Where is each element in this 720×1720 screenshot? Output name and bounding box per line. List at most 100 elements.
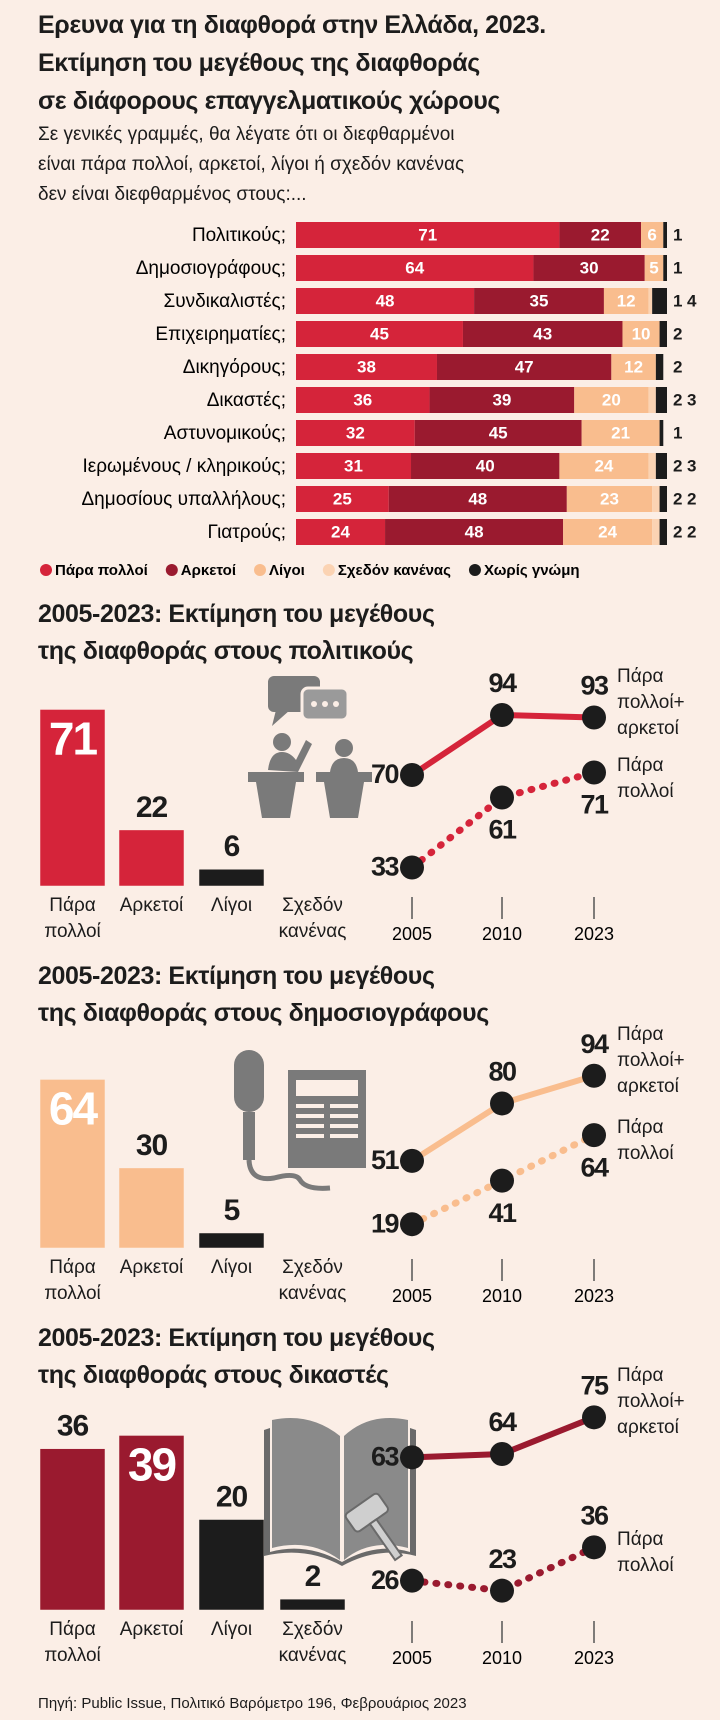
value-label: 20 (602, 390, 621, 409)
category-label: Δημοσίους υπαλλήλους; (81, 489, 286, 510)
value-label: 31 (344, 456, 363, 475)
icon-politicians (248, 676, 372, 818)
value-label: 2 (673, 324, 682, 343)
value-label: 64 (405, 258, 424, 277)
bar-segment (296, 354, 437, 380)
x-tick-label: 2023 (574, 1286, 614, 1306)
x-tick-label: Λίγοι (210, 895, 253, 916)
value-label: 2 (673, 522, 682, 541)
x-tick-label: Αρκετοί (119, 895, 184, 916)
legend-marker (254, 564, 266, 576)
value-label: 5 (649, 258, 658, 277)
point-label: 26 (371, 1565, 400, 1595)
category-label: Δημοσιογράφους; (136, 258, 286, 279)
point-label: 94 (580, 1029, 609, 1059)
bar (199, 1519, 264, 1610)
point-label: 70 (371, 759, 399, 789)
legend-label: Σχεδόν κανένας (338, 562, 451, 579)
x-tick-label: Σχεδόν κανένας (278, 1619, 347, 1666)
value-label: 12 (624, 357, 643, 376)
value-label: 71 (418, 225, 437, 244)
bar-segment (296, 486, 389, 512)
value-label: 43 (533, 324, 552, 343)
x-tick-label: Πάρα πολλοί (44, 1257, 101, 1304)
point-label: 51 (371, 1145, 400, 1175)
bar-segment (296, 255, 534, 281)
point-label: 33 (371, 852, 400, 882)
value-label: 2 (305, 1560, 321, 1593)
value-label: 64 (49, 1083, 99, 1135)
bar-segment (659, 420, 664, 446)
bar-segment (655, 453, 667, 479)
value-label: 20 (216, 1480, 248, 1513)
point-label: 36 (580, 1500, 609, 1530)
value-label: 3 (687, 456, 696, 475)
bar-segment (566, 486, 653, 512)
bar-segment (574, 387, 649, 413)
bar (199, 1233, 264, 1248)
value-label: 22 (591, 225, 610, 244)
value-label: 39 (128, 1439, 176, 1491)
value-label: 12 (617, 291, 636, 310)
bar (280, 1599, 345, 1610)
line (408, 769, 598, 871)
value-label: 24 (331, 522, 350, 541)
point (490, 703, 514, 727)
value-label: 48 (376, 291, 395, 310)
value-label: 2 (673, 456, 682, 475)
bar-segment (414, 420, 582, 446)
value-label: 1 (673, 423, 682, 442)
panel-title: 2005-2023: Εκτίμηση του μεγέθους της δια… (38, 962, 489, 1027)
value-label: 38 (357, 357, 376, 376)
series-label: Πάρα πολλοί+ αρκετοί (617, 1365, 685, 1439)
bar-segment (648, 453, 656, 479)
category-label: Γιατρούς; (207, 522, 286, 543)
point-label: 71 (580, 790, 609, 820)
bar-segment (296, 519, 386, 545)
category-label: Πολιτικούς; (192, 225, 286, 246)
point (582, 1535, 606, 1560)
point (400, 1445, 424, 1470)
bar-segment (462, 321, 623, 347)
point (490, 1442, 514, 1466)
x-tick-label: 2005 (392, 1648, 432, 1668)
value-label: 35 (530, 291, 549, 310)
point-label: 61 (488, 815, 517, 845)
x-tick-label: 2005 (392, 1286, 432, 1306)
point-label: 63 (371, 1441, 400, 1471)
bar (40, 1448, 105, 1610)
series-label: Πάρα πολλοί+ αρκετοί (617, 1023, 685, 1097)
category-label: Αστυνομικούς; (164, 423, 286, 444)
point (400, 1212, 424, 1237)
bar-segment (296, 453, 412, 479)
point-label: 41 (488, 1198, 517, 1228)
x-tick-label: Αρκετοί (119, 1257, 184, 1278)
value-label: 6 (224, 830, 240, 863)
bar-segment (603, 288, 649, 314)
bar-segment (296, 288, 475, 314)
bar-segment (659, 321, 667, 347)
bar-segment (663, 255, 667, 281)
category-label: Δικαστές; (207, 390, 286, 411)
point-label: 19 (371, 1208, 400, 1238)
bar-segment (611, 354, 656, 380)
bar-segment (644, 255, 664, 281)
value-label: 3 (687, 390, 696, 409)
x-tick-label: 2010 (482, 1286, 522, 1306)
value-label: 2 (687, 489, 696, 508)
point (582, 705, 606, 730)
value-label: 5 (224, 1194, 240, 1227)
point-label: 94 (488, 668, 517, 698)
value-label: 30 (136, 1129, 168, 1162)
point (490, 1091, 514, 1116)
bar-segment (655, 387, 667, 413)
value-label: 71 (49, 713, 98, 765)
legend-label: Λίγοι (269, 562, 305, 579)
value-label: 48 (468, 489, 487, 508)
bar-segment (296, 321, 463, 347)
point (400, 1148, 424, 1173)
bar-segment (436, 354, 612, 380)
value-label: 40 (476, 456, 495, 475)
category-label: Δικηγόρους; (183, 357, 286, 378)
